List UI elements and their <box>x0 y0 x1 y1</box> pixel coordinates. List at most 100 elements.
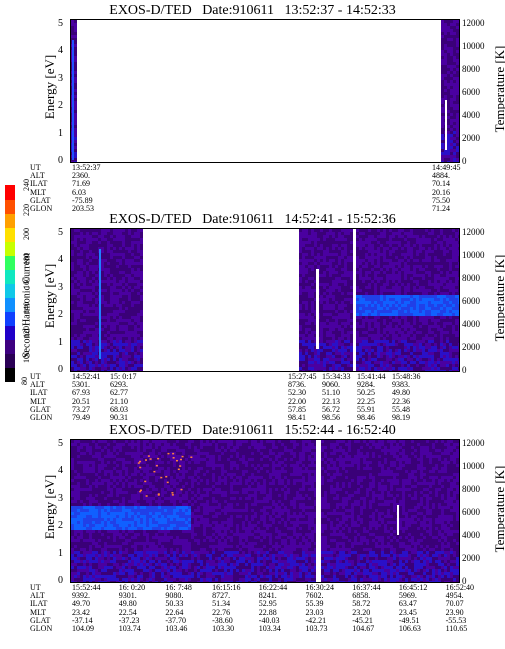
spectrogram-cell <box>368 274 371 277</box>
spectrogram-cell <box>386 274 389 277</box>
spectrogram-cell <box>308 337 311 340</box>
spectrogram-cell <box>455 331 458 334</box>
spectrogram-cell <box>119 283 122 286</box>
spectrogram-cell <box>380 295 383 298</box>
spectrogram-cell <box>95 512 98 515</box>
spectrogram-cell <box>116 304 119 307</box>
spectrogram-cell <box>356 328 359 331</box>
spectrogram-cell <box>113 229 116 232</box>
spectrogram-cell <box>92 361 95 364</box>
spectrogram-cell <box>359 367 362 370</box>
spectrogram-cell <box>89 358 92 361</box>
spectrogram-cell <box>332 262 335 265</box>
spectrogram-cell <box>456 95 459 98</box>
spectrogram-cell <box>71 295 74 298</box>
spectrogram-cell <box>92 581 95 582</box>
spectrogram-cell <box>362 319 365 322</box>
spectrogram-cell <box>341 331 344 334</box>
spectrogram-cell <box>419 277 422 280</box>
spectrogram-cell <box>458 250 459 253</box>
spectrogram-cell <box>386 241 389 244</box>
spectrogram-cell <box>113 274 116 277</box>
spectrogram-cell <box>456 29 459 32</box>
spectrogram-cell <box>380 325 383 328</box>
spectrogram-cell <box>443 358 446 361</box>
spectrogram-cell <box>377 295 380 298</box>
spectrogram-cell <box>413 367 416 370</box>
spectrogram-cell <box>404 292 407 295</box>
spectrogram-cell <box>344 262 347 265</box>
spectrogram-cell <box>80 458 83 461</box>
spectrogram-cell <box>311 277 314 280</box>
spectrogram-cell <box>416 232 419 235</box>
spectrogram-cell <box>116 337 119 340</box>
spectrogram-cell <box>365 292 368 295</box>
spectrogram-cell <box>359 232 362 235</box>
spectrogram-cell <box>107 241 110 244</box>
spectrogram-cell <box>443 253 446 256</box>
spectrogram-cell <box>441 122 444 125</box>
spectrogram-cell <box>107 337 110 340</box>
spectrogram-cell <box>386 367 389 370</box>
spectrogram-cell <box>416 268 419 271</box>
spectrogram-cell <box>428 262 431 265</box>
spectrogram-cell <box>110 473 113 476</box>
spectrogram-cell <box>398 328 401 331</box>
spectrogram-cell <box>104 307 107 310</box>
spectrogram-cell <box>140 355 143 358</box>
spectrogram-cell <box>116 340 119 343</box>
spectrogram-cell <box>347 238 350 241</box>
spectrogram-cell <box>101 566 104 569</box>
spectrogram-cell <box>456 86 459 89</box>
spectrogram-cell <box>74 367 77 370</box>
spectrogram-cell <box>455 340 458 343</box>
spectrogram-cell <box>386 346 389 349</box>
spectrogram-cell <box>450 53 453 56</box>
spectrogram-cell <box>104 256 107 259</box>
spectrogram-cell <box>453 26 456 29</box>
spectrogram-cell <box>356 274 359 277</box>
spectrogram-cell <box>335 232 338 235</box>
spectrogram-cell <box>92 352 95 355</box>
spectrogram-cell <box>83 370 86 371</box>
spectrogram-cell <box>83 449 86 452</box>
spectrogram-cell <box>401 280 404 283</box>
spectrogram-cell <box>80 515 83 518</box>
spectrogram-cell <box>428 301 431 304</box>
spectrogram-cell <box>80 536 83 539</box>
spectrogram-cell <box>350 241 353 244</box>
spectrogram-cell <box>92 548 95 551</box>
spectrogram-cell <box>98 569 101 572</box>
spectrogram-cell <box>119 530 122 533</box>
spectrogram-cell <box>311 274 314 277</box>
spectrogram-cell <box>113 271 116 274</box>
spectrogram-cell <box>347 283 350 286</box>
spectrogram-cell <box>92 316 95 319</box>
spectrogram-cell <box>95 506 98 509</box>
spectrogram-cell <box>453 23 456 26</box>
spectrogram-cell <box>323 235 326 238</box>
spectrogram-cell <box>395 265 398 268</box>
spectrogram-cell <box>425 286 428 289</box>
spectrogram-cell <box>116 566 119 569</box>
spectrogram-cell <box>359 259 362 262</box>
spectrogram-cell <box>368 259 371 262</box>
spectrogram-cell <box>86 355 89 358</box>
spectrogram-cell <box>131 244 134 247</box>
spectrogram-cell <box>329 265 332 268</box>
spectrogram-cell <box>107 262 110 265</box>
spectrogram-cell <box>80 551 83 554</box>
spectrogram-cell <box>447 68 450 71</box>
spectrogram-cell <box>107 560 110 563</box>
spectrogram-cell <box>92 331 95 334</box>
spectrogram-cell <box>441 158 444 161</box>
spectrogram-cell <box>119 325 122 328</box>
spectrogram-cell <box>119 268 122 271</box>
spectrogram-cell <box>71 497 74 500</box>
spectrogram-cell <box>104 361 107 364</box>
spectrogram-cell <box>365 310 368 313</box>
spectrogram-cell <box>450 104 453 107</box>
spectrogram-cell <box>110 310 113 313</box>
spectrogram-cell <box>449 307 452 310</box>
spectrogram-cell <box>383 334 386 337</box>
